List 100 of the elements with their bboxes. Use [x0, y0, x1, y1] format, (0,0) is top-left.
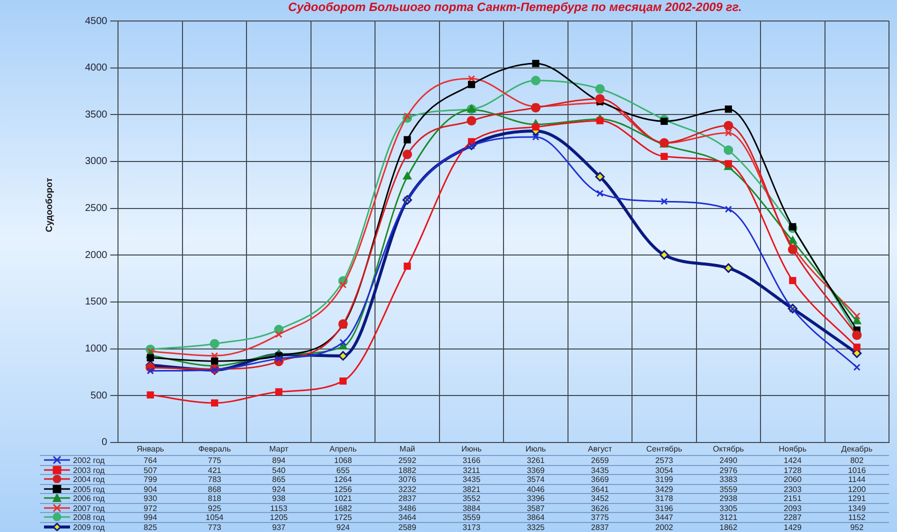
x-tick-label: Февраль [198, 444, 231, 454]
y-tick-label: 4500 [84, 16, 108, 27]
data-label: 1153 [270, 504, 288, 513]
data-label: 1882 [398, 466, 416, 475]
data-label: 894 [272, 456, 286, 466]
data-label: 3587 [526, 504, 545, 513]
data-label: 2837 [591, 522, 609, 532]
data-label: 1728 [784, 466, 802, 475]
data-label: 799 [144, 475, 158, 484]
data-label: 655 [336, 466, 350, 475]
x-tick-label: Март [269, 444, 289, 454]
x-tick-label: Октябрь [712, 444, 744, 454]
data-label: 3054 [655, 466, 674, 475]
y-axis-title: Судооборот [44, 176, 54, 234]
data-label: 2151 [784, 494, 802, 504]
data-label: 865 [272, 475, 286, 484]
data-label: 802 [850, 456, 864, 466]
data-label: 3369 [526, 466, 545, 475]
y-tick-label: 1500 [84, 296, 108, 308]
data-label: 1291 [848, 494, 866, 504]
data-label: 2002 [655, 522, 674, 532]
data-label: 3076 [398, 475, 416, 484]
y-tick-label: 1000 [84, 344, 108, 355]
data-label: 3641 [591, 484, 609, 494]
legend-label: 2002 год [73, 456, 105, 466]
y-tick-label: 2500 [84, 203, 108, 214]
data-label: 3552 [462, 494, 480, 504]
data-label: 3574 [526, 475, 545, 484]
data-label: 1144 [848, 475, 866, 484]
data-label: 3464 [398, 513, 416, 522]
x-tick-label: Июль [526, 444, 546, 454]
data-label: 3305 [720, 504, 738, 513]
data-label: 783 [208, 475, 222, 484]
data-label: 994 [144, 513, 158, 522]
data-label: 1862 [720, 522, 738, 532]
y-tick-label: 0 [102, 437, 108, 448]
data-label: 930 [144, 494, 158, 504]
x-tick-label: Август [588, 444, 612, 454]
data-label: 507 [144, 466, 158, 475]
x-tick-label: Декабрь [841, 444, 872, 454]
data-label: 3196 [655, 504, 674, 513]
data-label: 1349 [848, 504, 866, 513]
data-label: 924 [336, 522, 350, 532]
data-label: 2060 [784, 475, 802, 484]
x-tick-label: Ноябрь [778, 444, 807, 454]
data-label: 1200 [848, 484, 866, 494]
data-label: 2592 [398, 456, 416, 466]
data-label: 775 [208, 456, 222, 466]
data-label: 904 [144, 484, 158, 494]
data-label: 3884 [462, 504, 480, 513]
y-tick-label: 2000 [84, 250, 108, 261]
data-label: 1152 [848, 513, 866, 522]
data-label: 3435 [462, 475, 480, 484]
data-label: 3383 [720, 475, 738, 484]
chart-title: Судооборот Большого порта Санкт-Петербург по месяцам 2002-2009 гг. [287, 0, 743, 14]
data-label: 1256 [334, 484, 352, 494]
legend-label: 2004 год [73, 475, 105, 484]
x-tick-label: Июнь [461, 444, 482, 454]
data-label: 2589 [398, 522, 416, 532]
data-label: 1205 [270, 513, 288, 522]
data-label: 1424 [784, 456, 802, 466]
data-label: 1264 [334, 475, 352, 484]
legend-label: 2003 год [73, 466, 105, 475]
data-label: 3559 [462, 513, 480, 522]
data-label: 868 [208, 484, 222, 494]
data-label: 3178 [655, 494, 674, 504]
x-tick-label: Май [399, 444, 416, 454]
data-label: 1682 [334, 504, 352, 513]
data-label: 3396 [526, 494, 545, 504]
data-label: 3447 [655, 513, 674, 522]
data-label: 2490 [720, 456, 738, 466]
data-label: 3199 [655, 475, 674, 484]
data-label: 3121 [720, 513, 738, 522]
data-label: 3261 [526, 456, 545, 466]
y-tick-label: 3000 [84, 156, 108, 168]
data-label: 952 [850, 522, 864, 532]
data-label: 1054 [206, 513, 224, 522]
y-tick-label: 500 [90, 390, 108, 402]
data-label: 3559 [720, 484, 738, 494]
data-label: 3166 [462, 456, 480, 466]
data-label: 4046 [526, 484, 545, 494]
data-label: 764 [144, 456, 158, 466]
data-label: 773 [208, 522, 222, 532]
x-tick-label: Апрель [329, 444, 357, 454]
data-label: 2837 [398, 494, 416, 504]
data-label: 3325 [526, 522, 545, 532]
data-label: 3821 [462, 484, 480, 494]
data-label: 2659 [591, 456, 609, 466]
legend-label: 2008 год [73, 513, 105, 522]
data-label: 1725 [334, 513, 352, 522]
data-label: 1021 [334, 494, 352, 504]
data-label: 540 [272, 466, 286, 475]
data-label: 937 [272, 522, 286, 532]
data-label: 3626 [591, 504, 609, 513]
data-label: 3211 [462, 466, 480, 475]
data-label: 1016 [848, 466, 866, 475]
data-label: 1429 [784, 522, 802, 532]
data-label: 3429 [655, 484, 674, 494]
data-label: 2938 [720, 494, 738, 504]
data-label: 3435 [591, 466, 609, 475]
